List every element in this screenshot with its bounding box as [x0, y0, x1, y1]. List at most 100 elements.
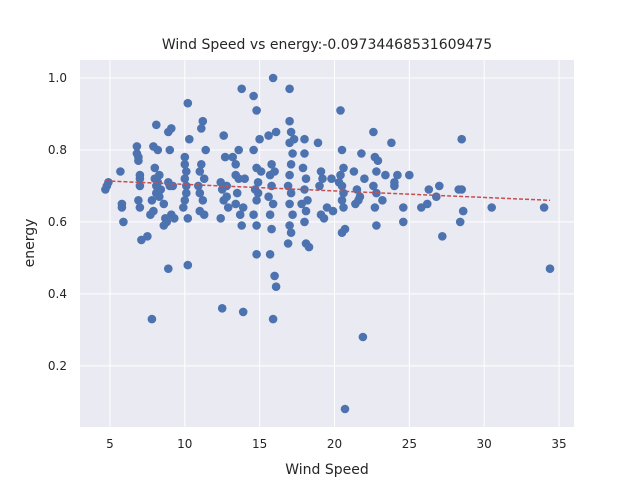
data-point — [249, 210, 258, 219]
data-point — [358, 332, 368, 342]
data-point — [327, 174, 336, 183]
data-point — [159, 199, 169, 209]
data-point — [146, 210, 155, 219]
data-point — [143, 232, 152, 241]
data-point — [435, 181, 444, 191]
data-point — [369, 181, 378, 191]
data-point — [153, 145, 163, 155]
data-point — [271, 127, 281, 137]
x-tick-label: 15 — [252, 437, 267, 451]
data-point — [164, 264, 173, 274]
data-point — [387, 138, 396, 148]
data-point — [316, 167, 326, 176]
data-point — [194, 181, 203, 191]
data-point — [336, 106, 345, 115]
data-point — [339, 203, 348, 212]
data-point — [423, 199, 432, 209]
data-point — [164, 178, 173, 187]
data-point — [288, 149, 297, 158]
y-tick-label: 0.8 — [48, 143, 67, 157]
data-point — [285, 84, 294, 94]
data-point — [339, 163, 348, 173]
data-point — [355, 192, 365, 201]
data-point — [238, 203, 248, 212]
data-point — [393, 170, 402, 180]
data-point — [235, 210, 245, 219]
data-point — [256, 167, 266, 176]
data-point — [334, 178, 344, 187]
data-point — [180, 152, 190, 162]
data-point — [249, 145, 258, 155]
data-point — [264, 192, 273, 201]
data-point — [315, 181, 324, 191]
data-point — [135, 181, 145, 191]
data-point — [357, 149, 366, 158]
data-point — [219, 131, 228, 140]
x-tick-label: 30 — [477, 437, 492, 451]
data-point — [381, 170, 390, 180]
data-point — [438, 232, 447, 241]
data-point — [285, 170, 294, 180]
data-point — [116, 167, 125, 176]
data-point — [289, 134, 299, 144]
data-point — [300, 134, 309, 144]
data-point — [285, 199, 294, 209]
data-point — [300, 217, 309, 227]
data-point — [265, 250, 275, 259]
data-point — [268, 199, 278, 209]
data-point — [234, 145, 243, 155]
data-point — [198, 196, 208, 205]
data-point — [267, 224, 276, 234]
data-point — [165, 145, 175, 155]
y-axis-label: energy — [22, 219, 38, 268]
data-point — [270, 167, 279, 176]
data-point — [252, 196, 261, 205]
data-point — [253, 178, 263, 187]
data-point — [249, 91, 258, 101]
data-point — [340, 404, 350, 414]
data-point — [285, 116, 294, 126]
data-point — [119, 217, 128, 227]
data-point — [298, 163, 308, 173]
data-point — [232, 188, 242, 198]
data-point — [156, 185, 166, 194]
data-point — [301, 174, 311, 183]
data-point — [179, 203, 188, 212]
data-point — [457, 134, 467, 144]
data-point — [217, 185, 227, 194]
y-tick-label: 0.2 — [48, 359, 67, 373]
data-point — [270, 271, 279, 281]
data-point — [234, 174, 243, 183]
plot-area — [80, 60, 574, 427]
data-point — [228, 152, 237, 162]
data-point — [286, 228, 296, 237]
data-point — [195, 206, 205, 216]
data-point — [147, 196, 157, 205]
data-point — [337, 145, 347, 155]
data-point — [147, 314, 157, 324]
data-point — [268, 73, 278, 83]
data-point — [199, 174, 209, 183]
data-point — [252, 106, 261, 115]
x-tick-label: 25 — [402, 437, 417, 451]
data-point — [252, 250, 261, 259]
x-tick-label: 10 — [177, 437, 192, 451]
data-point — [195, 167, 205, 176]
data-point — [253, 188, 263, 198]
data-point — [180, 196, 190, 205]
data-point — [135, 203, 145, 212]
data-point — [117, 203, 127, 212]
data-point — [328, 206, 338, 216]
data-point — [104, 178, 113, 187]
data-point — [318, 174, 327, 183]
data-point — [539, 203, 549, 212]
data-point — [162, 217, 172, 227]
data-point — [237, 221, 246, 230]
data-point — [268, 314, 278, 324]
y-tick-label: 0.4 — [48, 287, 67, 301]
data-point — [264, 131, 273, 140]
data-point — [372, 221, 381, 230]
data-point — [301, 206, 311, 216]
data-point — [545, 264, 555, 274]
